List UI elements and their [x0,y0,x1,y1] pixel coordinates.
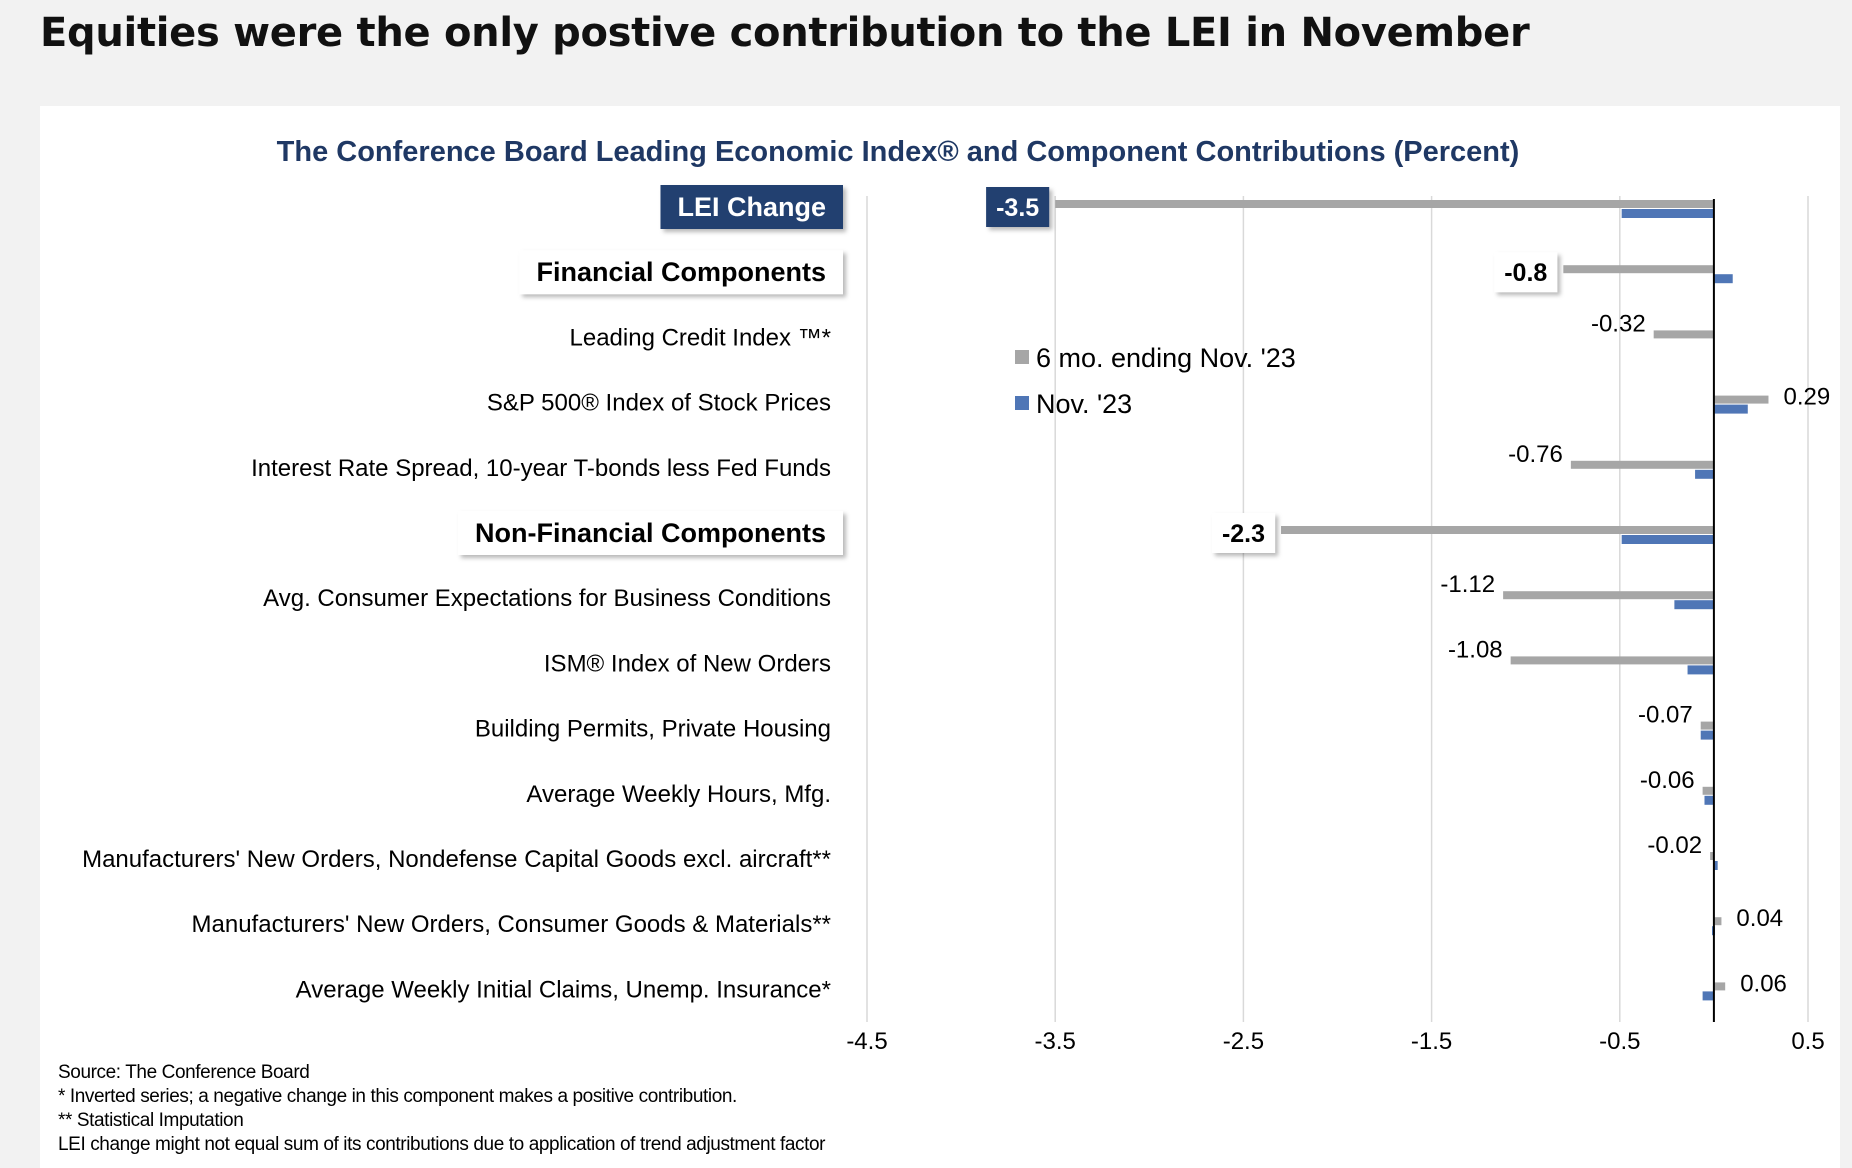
category-label: ISM® Index of New Orders [544,650,831,677]
data-labels: -3.5 -0.8 -0.32 0.29 -0.76 -2.3 -1.12 -1.08 -0.0… [986,187,1830,997]
value-label: -1.08 [1448,636,1503,663]
group-header-box [458,511,843,555]
bar-6mo [1510,656,1714,665]
value-label: -0.76 [1508,441,1563,468]
bar-nov [1621,535,1714,544]
category-label: Manufacturers' New Orders, Consumer Good… [192,911,831,938]
source-note: Source: The Conference Board [58,1062,310,1083]
bar-nov [1700,730,1714,740]
bar-6mo [1700,721,1714,730]
bar-nov [1621,209,1714,218]
value-label: -0.07 [1638,702,1693,729]
bar-6mo [1503,591,1714,600]
chart-panel: The Conference Board Leading Economic In… [40,106,1840,1168]
group-header-box [519,250,843,295]
bar-nov [1713,274,1733,284]
legend-label: Nov. '23 [1036,389,1132,419]
legend: 6 mo. ending Nov. '23 Nov. '23 [1015,343,1296,419]
value-label-boxed: -2.3 [1222,520,1265,548]
category-label: Leading Credit Index ™* [570,324,832,351]
category-header: Non-Financial Components [475,518,826,548]
inverted-series-note: * Inverted series; a negative change in … [58,1086,737,1107]
footnotes: Source: The Conference Board * Inverted … [58,1061,825,1157]
lei-value-box [986,187,1050,227]
imputation-note: ** Statistical Imputation [58,1110,244,1131]
bar-6mo [1713,917,1722,926]
x-tick-label: -2.5 [1223,1028,1264,1055]
value-label: -0.06 [1640,767,1695,794]
bar-6mo [1563,265,1714,274]
bar-nov [1674,600,1714,610]
legend-swatch-6mo [1015,350,1029,364]
bar-nov [1713,404,1748,414]
bar-nov [1702,991,1714,1001]
chart-title: The Conference Board Leading Economic In… [277,136,1520,168]
value-label: 0.29 [1783,384,1830,411]
legend-label: 6 mo. ending Nov. '23 [1036,343,1296,373]
category-label: Manufacturers' New Orders, Nondefense Ca… [82,846,831,873]
value-label-boxed: -0.8 [1504,259,1547,287]
x-axis-ticks: -4.5 -3.5 -2.5 -1.5 -0.5 0.5 [846,1028,1824,1055]
value-label: 0.06 [1740,970,1787,997]
bar-6mo [1055,200,1714,208]
category-label: Avg. Consumer Expectations for Business … [263,585,831,612]
bar-nov [1695,469,1714,479]
gridlines [866,196,1809,1022]
value-label-boxed: -3.5 [996,194,1039,222]
category-header: LEI Change [677,192,826,222]
lei-contributions-chart: The Conference Board Leading Economic In… [82,136,1830,1055]
trend-adjustment-note: LEI change might not equal sum of its co… [58,1134,826,1155]
group-value-box [1494,252,1558,293]
bar-6mo [1281,526,1714,534]
bar-6mo [1570,460,1714,469]
bar-6mo [1713,982,1726,991]
category-label: Average Weekly Initial Claims, Unemp. In… [296,976,831,1003]
value-label: -0.02 [1647,832,1702,859]
x-tick-label: 0.5 [1791,1028,1824,1055]
x-tick-label: -1.5 [1411,1028,1452,1055]
value-label: 0.04 [1736,905,1783,932]
lei-change-box [660,185,843,229]
bar-6mo [1702,786,1714,795]
category-label: Building Permits, Private Housing [475,716,831,743]
bar-6mo [1653,330,1714,339]
category-label: S&P 500® Index of Stock Prices [487,390,831,417]
category-header: Financial Components [536,257,826,287]
bar-nov [1713,861,1718,870]
x-tick-label: -0.5 [1599,1028,1640,1055]
bar-nov [1704,795,1714,805]
page-headline: Equities were the only postive contribut… [40,10,1530,56]
category-label: Average Weekly Hours, Mfg. [526,781,831,808]
group-value-box [1211,513,1276,553]
legend-swatch-nov [1015,396,1029,410]
value-label: -0.32 [1591,310,1646,337]
bar-nov [1687,665,1714,675]
value-label: -1.12 [1440,571,1495,598]
bar-6mo [1713,395,1769,404]
category-labels: LEI Change Financial Components Leading Cr… [82,185,843,1003]
x-tick-label: -4.5 [846,1028,887,1055]
x-tick-label: -3.5 [1035,1028,1076,1055]
bars [1055,200,1769,1001]
category-label: Interest Rate Spread, 10-year T-bonds le… [251,455,831,482]
bar-6mo [1710,852,1714,860]
